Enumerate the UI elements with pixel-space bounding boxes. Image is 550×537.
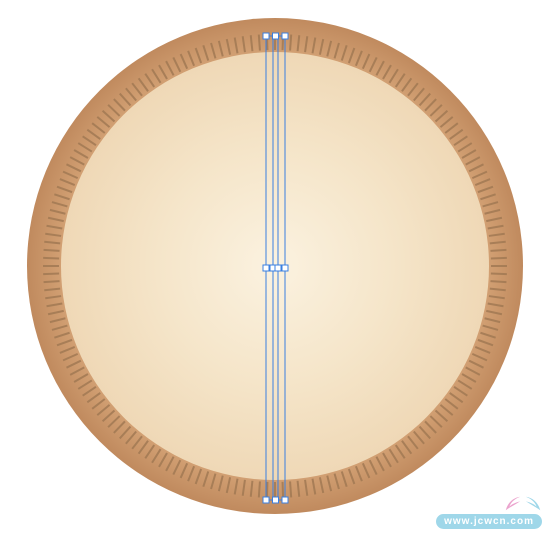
watermark-wings bbox=[504, 494, 542, 512]
wing-icon-left bbox=[504, 494, 522, 512]
watermark-url: www.jcwcn.com bbox=[436, 514, 542, 529]
selection-handle[interactable] bbox=[263, 33, 269, 39]
selection-handle[interactable] bbox=[282, 497, 288, 503]
dial-illustration bbox=[0, 0, 550, 537]
selection-handle[interactable] bbox=[275, 265, 281, 271]
wing-icon-right bbox=[524, 494, 542, 512]
watermark: www.jcwcn.com bbox=[436, 494, 542, 529]
selection-handle[interactable] bbox=[273, 33, 279, 39]
selection-handle[interactable] bbox=[282, 265, 288, 271]
selection-handle[interactable] bbox=[263, 265, 269, 271]
selection-handle[interactable] bbox=[282, 33, 288, 39]
selection-handle[interactable] bbox=[273, 497, 279, 503]
selection-handle[interactable] bbox=[263, 497, 269, 503]
